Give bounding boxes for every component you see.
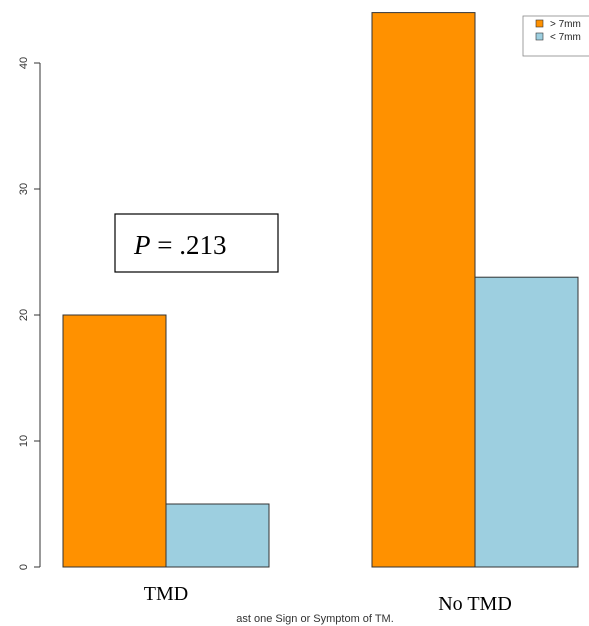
legend: > 7mm < 7mm [522,15,589,57]
bar-no-tmd-series-1 [371,12,476,568]
category-label: No TMD [438,593,512,615]
y-tick-label: 0 [18,564,30,570]
y-tick-label: 20 [18,309,30,321]
y-tick-label: 40 [18,57,30,69]
p-value-text: P = .213 [133,230,226,260]
p-value-annotation: P = .213 [114,213,279,273]
bar-tmd-series-2 [165,503,270,568]
legend-frame [522,15,589,57]
bar-tmd-series-1 [62,314,167,568]
category-label: TMD [144,583,188,605]
p-value: = .213 [151,230,227,260]
category-labels: TMD No TMD [144,583,512,615]
p-value-box [114,213,279,273]
y-tick-label: 30 [18,183,30,195]
y-axis: 0 10 20 30 40 [18,57,41,570]
p-symbol: P [133,230,151,260]
y-tick-label: 10 [18,435,30,447]
legend-label: > 7mm [550,19,581,30]
bar-no-tmd-series-2 [474,276,579,568]
legend-label: < 7mm [550,32,581,43]
bars [62,12,579,568]
x-axis-label: ast one Sign or Symptom of TM. [236,613,394,625]
legend-swatch [535,19,544,28]
legend-swatch [535,32,544,41]
